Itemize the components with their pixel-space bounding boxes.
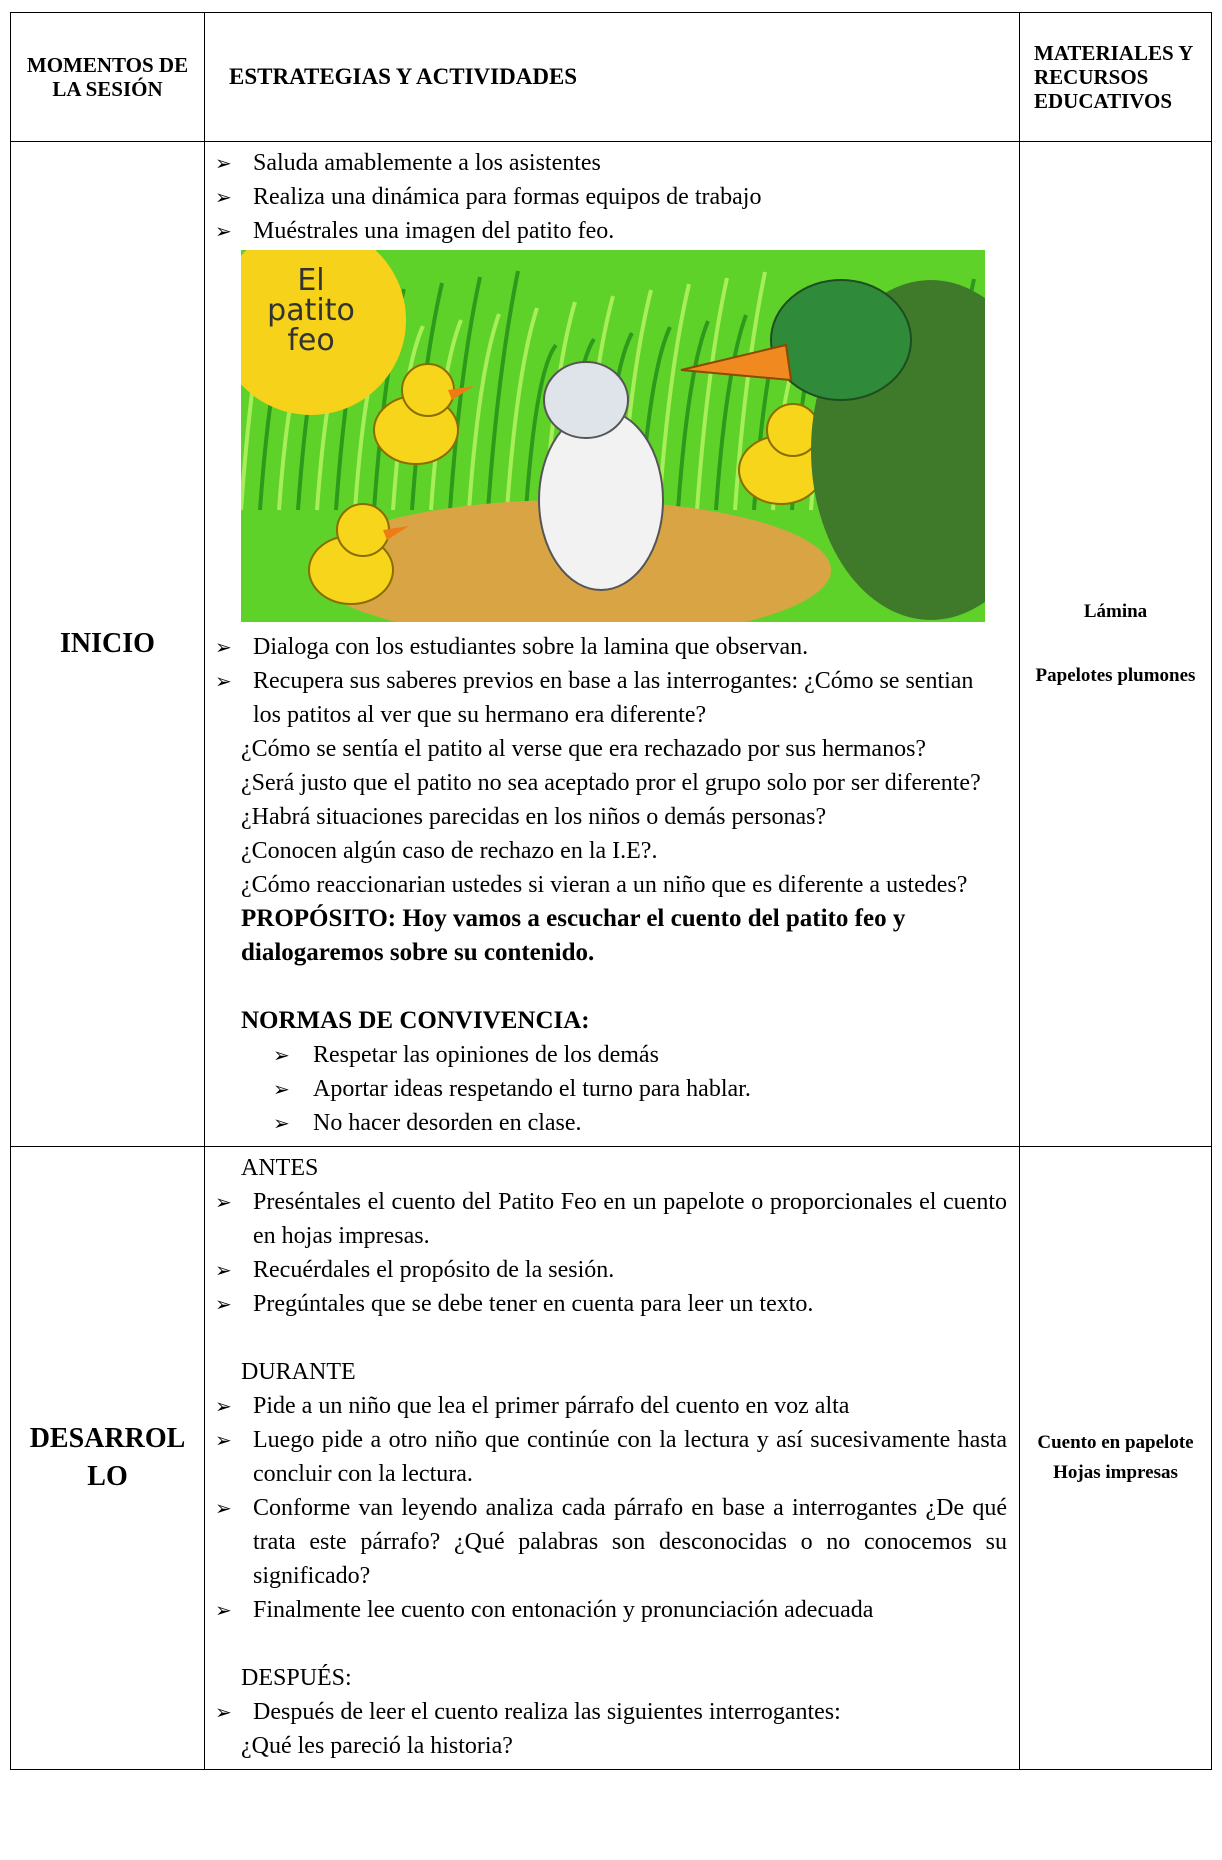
bullet-item: Después de leer el cuento realiza las si… <box>215 1695 1007 1729</box>
materials-cell: Cuento en papelote Hojas impresas <box>1019 1146 1212 1770</box>
image-caption: feo <box>287 323 334 358</box>
spacer <box>217 970 1007 1004</box>
spacer <box>217 1627 1007 1661</box>
mother-head <box>770 279 912 401</box>
mother-beak <box>680 343 793 382</box>
question: ¿Conocen algún caso de rechazo en la I.E… <box>241 838 658 864</box>
section-title: ANTES <box>241 1155 319 1181</box>
question: ¿Habrá situaciones parecidas en los niño… <box>241 804 827 830</box>
question: ¿Cómo se sentía el patito al verse que e… <box>241 736 927 762</box>
grass <box>676 320 710 511</box>
grass <box>505 307 539 511</box>
image-caption: patito <box>267 293 355 328</box>
bullet-item: Realiza una dinámica para formas equipos… <box>215 180 1007 214</box>
header-cell: ESTRATEGIAS Y ACTIVIDADES <box>204 12 1020 142</box>
sun <box>241 250 406 415</box>
header-cell: MOMENTOS DE LA SESIÓN <box>10 12 205 142</box>
spacer <box>217 1321 1007 1355</box>
duckling-head <box>336 503 390 557</box>
material: Hojas impresas <box>1053 1462 1178 1483</box>
inicio-row: INICIO Saluda amablemente a los asistent… <box>10 141 1212 1147</box>
session-table: MOMENTOS DE LA SESIÓN ESTRATEGIAS Y ACTI… <box>10 12 1212 1770</box>
beak <box>383 526 409 540</box>
norms-title: NORMAS DE CONVIVENCIA: <box>241 1007 590 1034</box>
grass <box>448 276 482 511</box>
purpose: PROPÓSITO: Hoy vamos a escuchar el cuent… <box>241 905 906 966</box>
spacer <box>1020 627 1211 661</box>
bullet-item: Conforme van leyendo analiza cada párraf… <box>215 1491 1007 1593</box>
grass <box>467 313 501 511</box>
grass <box>695 277 729 511</box>
bullet-item: Recuérdales el propósito de la sesión. <box>215 1253 1007 1287</box>
moment-cell: INICIO <box>10 141 205 1147</box>
bullet-item: Muéstrales una imagen del patito feo. <box>215 214 1007 248</box>
material: Cuento en papelote <box>1037 1432 1194 1453</box>
material: Papelotes plumones <box>1035 665 1196 686</box>
grass <box>733 271 767 511</box>
bullet-item: Dialoga con los estudiantes sobre la lam… <box>215 630 1007 664</box>
norm-item: Respetar las opiniones de los demás <box>217 1038 1007 1072</box>
beak <box>448 386 474 400</box>
grass <box>524 343 558 511</box>
duckling-grey <box>543 361 629 439</box>
question: ¿Qué les pareció la historia? <box>241 1733 513 1759</box>
moment-cell: DESARROLLO <box>10 1146 205 1770</box>
materials-cell: Lámina Papelotes plumones <box>1019 141 1212 1147</box>
bullet-item: Luego pide a otro niño que continúe con … <box>215 1423 1007 1491</box>
header-row: MOMENTOS DE LA SESIÓN ESTRATEGIAS Y ACTI… <box>10 12 1212 142</box>
norm-item: Aportar ideas respetando el turno para h… <box>217 1072 1007 1106</box>
activities-cell: Saluda amablemente a los asistentesReali… <box>204 141 1020 1147</box>
section-title: DURANTE <box>241 1359 356 1385</box>
image-caption: El <box>297 263 324 298</box>
bullet-item: Recupera sus saberes previos en base a l… <box>215 664 1007 732</box>
norm-item: No hacer desorden en clase. <box>217 1106 1007 1140</box>
question: ¿Cómo reaccionarian ustedes si vieran a … <box>241 872 968 898</box>
material: Lámina <box>1083 601 1148 622</box>
grass <box>486 270 520 511</box>
duckling-head <box>401 363 455 417</box>
section-title: DESPUÉS: <box>241 1665 352 1691</box>
egg <box>538 409 664 591</box>
bullet-item: Preséntales el cuento del Patito Feo en … <box>215 1185 1007 1253</box>
question: ¿Será justo que el patito no sea aceptad… <box>241 770 981 796</box>
bullet-item: Finalmente lee cuento con entonación y p… <box>215 1593 1007 1627</box>
grass <box>714 314 748 511</box>
bullet-item: Pide a un niño que lea el primer párrafo… <box>215 1389 1007 1423</box>
header-cell: MATERIALES Y RECURSOS EDUCATIVOS <box>1019 12 1212 142</box>
desarrollo-row: DESARROLLO ANTES Preséntales el cuento de… <box>10 1146 1212 1770</box>
bullet-item: Saluda amablemente a los asistentes <box>215 146 1007 180</box>
bullet-item: Pregúntales que se debe tener en cuenta … <box>215 1287 1007 1321</box>
activities-cell: ANTES Preséntales el cuento del Patito Fe… <box>204 1146 1020 1770</box>
